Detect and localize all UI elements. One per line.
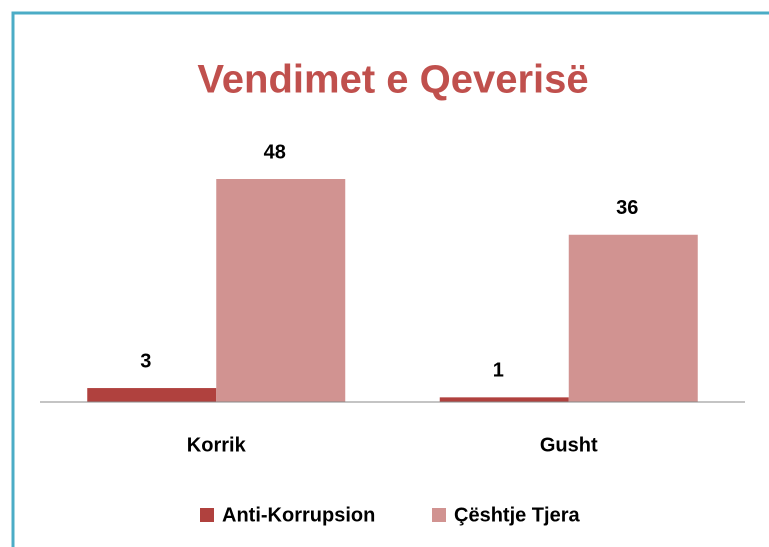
x-tick-label: Korrik	[187, 434, 247, 456]
legend-swatch	[432, 508, 446, 522]
bar	[439, 397, 569, 402]
data-label: 3	[140, 350, 151, 372]
chart-title: Vendimet e Qeverisë	[197, 58, 588, 102]
x-tick-label: Gusht	[540, 434, 598, 456]
data-label: 36	[616, 197, 638, 219]
data-label: 1	[493, 360, 504, 382]
frame	[11, 11, 769, 547]
legend-swatch	[200, 508, 214, 522]
bar	[216, 179, 346, 402]
legend-label: Anti-Korrupsion	[222, 504, 375, 526]
legend-label: Çështje Tjera	[454, 504, 580, 526]
bar	[568, 234, 698, 402]
data-label: 48	[264, 141, 286, 163]
bar	[87, 388, 217, 402]
